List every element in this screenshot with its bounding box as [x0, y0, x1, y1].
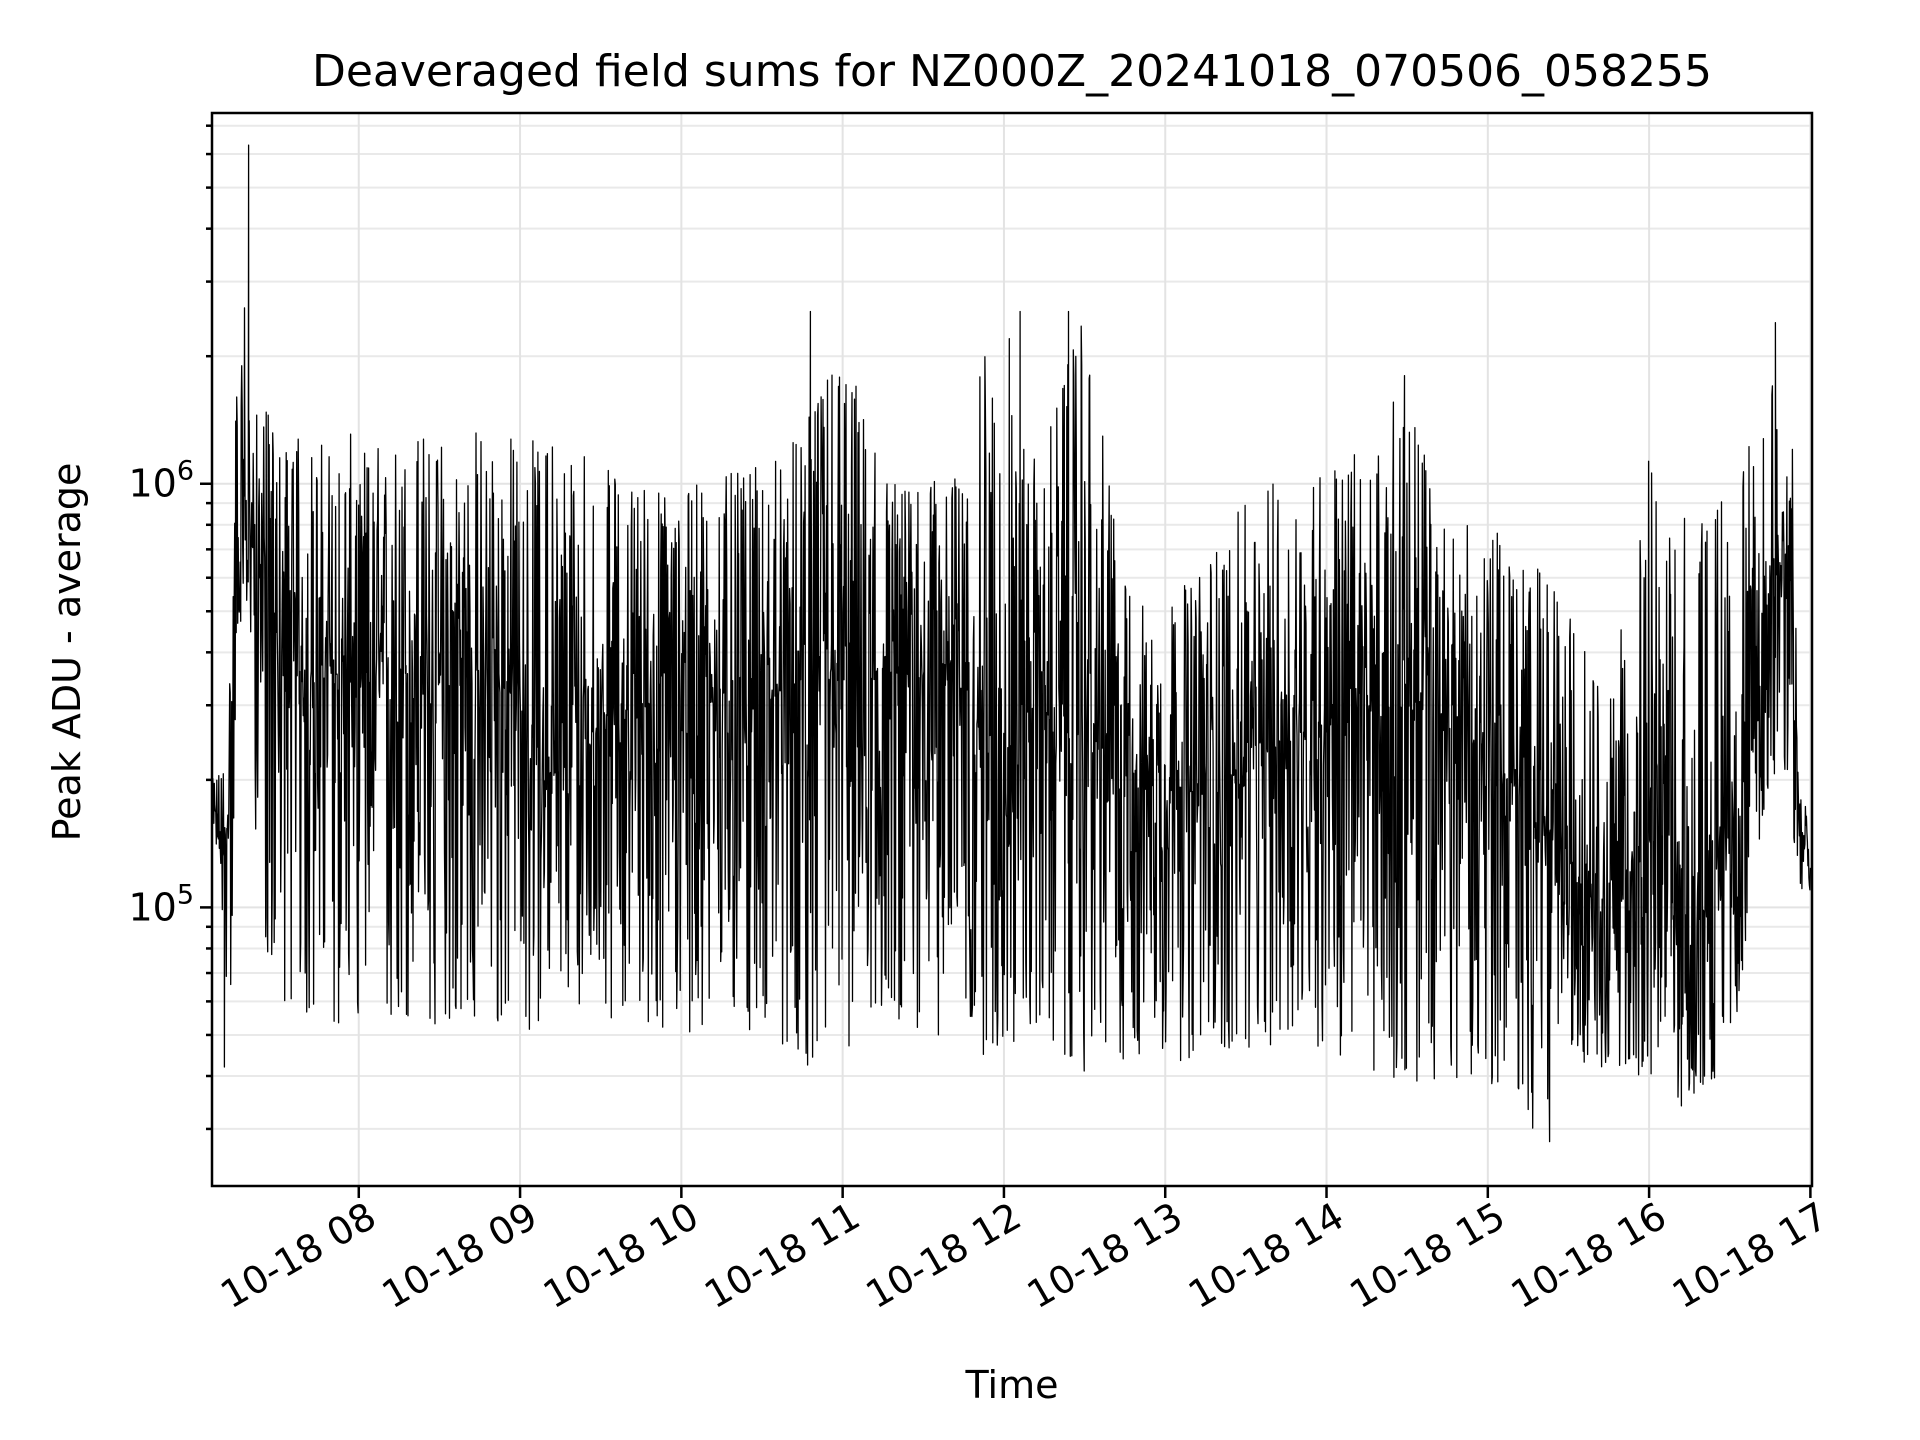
y-tick-label: 105 — [128, 879, 194, 929]
series-line — [211, 144, 1812, 1143]
data-series — [211, 144, 1812, 1143]
plot-frame — [210, 111, 1814, 1188]
y-tick-label: 106 — [128, 456, 194, 506]
chart-title: Deaveraged field sums for NZ000Z_2024101… — [312, 46, 1712, 97]
y-axis-label: Peak ADU - average — [45, 463, 89, 842]
x-axis-label: Time — [965, 1363, 1059, 1407]
y-axis: 105 106 — [128, 124, 212, 1131]
